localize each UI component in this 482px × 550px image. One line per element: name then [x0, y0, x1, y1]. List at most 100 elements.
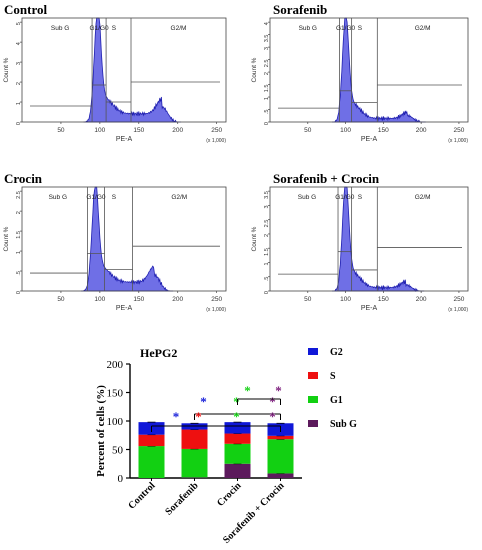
significance-star: *	[269, 409, 276, 424]
x-tick-label: 150	[133, 127, 144, 134]
x-tick-label: 50	[57, 127, 65, 134]
gate-label-g2m: G2/M	[171, 194, 187, 201]
x-multiplier-label: (x 1,000)	[448, 307, 468, 313]
y-axis-label: Count %	[3, 57, 10, 82]
hepg2-stacked-bar-chart: HePG2 0 50 100 150 200 Percent of cells (%) Con…	[95, 346, 357, 546]
gate-label-g2m: G2/M	[415, 25, 431, 32]
bar-segment-s	[181, 429, 208, 449]
x-tick-label: 100	[340, 127, 351, 134]
significance-star: *	[244, 383, 251, 398]
bar-segment-sub-g	[267, 473, 294, 478]
significance-star: *	[200, 394, 207, 409]
x-multiplier-label: (x 1,000)	[206, 138, 226, 144]
x-tick-label: 50	[304, 127, 312, 134]
gate-label-g1g0: G1/G0	[86, 194, 106, 201]
x-tick-label: 200	[416, 127, 427, 134]
histogram-sorafenib: Sub G G1/G0 S G2/M 0 .5 1 1.5 2 2.5 3 3.5 4 Count % 50…	[251, 17, 469, 144]
x-tick-label: 250	[454, 296, 465, 303]
bar-segment-g1	[224, 443, 251, 464]
significance-star: *	[233, 394, 240, 409]
x-tick-label: 150	[133, 296, 144, 303]
y-tick-label: 1.5	[16, 231, 22, 239]
gate-label-s: S	[358, 194, 363, 201]
gate-label-s: S	[358, 25, 363, 32]
y-tick-label: 2	[16, 82, 22, 85]
y-tick-label: 150	[107, 388, 124, 400]
x-axis-label: PE-A	[361, 305, 378, 312]
y-tick-label: 2.5	[16, 191, 22, 199]
x-tick-label: 100	[94, 127, 105, 134]
gate-label-s: S	[112, 25, 117, 32]
y-tick-label: 200	[107, 359, 124, 371]
plot-frame	[269, 17, 469, 123]
y-tick-label: 3	[16, 62, 22, 65]
gate-label-g2m: G2/M	[171, 25, 187, 32]
x-axis-label: PE-A	[361, 136, 378, 143]
y-tick-label: 1	[264, 97, 270, 100]
x-tick-label: 100	[340, 296, 351, 303]
chart-title: HePG2	[140, 346, 177, 360]
bar-segment-g1	[138, 446, 165, 478]
histogram-sorafenib-crocin: Sub G G1/G0 S G2/M 0 .5 1 1.5 2 2.5 3 3.5 Count % 50 1…	[251, 186, 469, 313]
bar-segment-sub-g	[224, 463, 251, 478]
y-tick-label: 0	[264, 122, 270, 125]
y-tick-label: 3	[264, 205, 270, 208]
y-tick-label: 100	[107, 416, 124, 428]
legend-swatch	[308, 348, 318, 355]
histogram-curve	[331, 17, 426, 123]
x-tick-label: 250	[211, 296, 222, 303]
y-tick-label: 2	[16, 211, 22, 214]
histogram-curve	[81, 186, 174, 292]
y-tick-label: 0	[118, 473, 124, 485]
significance-star: *	[195, 409, 202, 424]
gate-label-g1g0: G1/G0	[335, 194, 355, 201]
significance-star: *	[173, 409, 180, 424]
gate-label-g2m: G2/M	[415, 194, 431, 201]
x-tick-label: 50	[57, 296, 65, 303]
y-axis-label: Percent of cells (%)	[95, 385, 107, 477]
x-tick-label: 100	[94, 296, 105, 303]
bar-segment-s	[267, 435, 294, 440]
legend-swatch	[308, 372, 318, 379]
y-tick-label: 4	[264, 22, 270, 25]
histogram-curve	[331, 186, 425, 293]
bar-segment-g2	[224, 422, 251, 434]
y-tick-label: 2.5	[264, 60, 270, 68]
y-axis-label: Count %	[251, 226, 258, 251]
plot-frame	[21, 186, 227, 292]
x-tick-label: Control	[126, 480, 157, 511]
legend-label: G2	[330, 347, 343, 358]
gate-label-g1g0: G1/G0	[90, 25, 110, 32]
x-tick-label: Crocin	[215, 480, 244, 509]
x-axis-label: PE-A	[116, 305, 133, 312]
x-multiplier-label: (x 1,000)	[448, 138, 468, 144]
y-tick-label: 2.5	[264, 220, 270, 228]
x-tick-label: 50	[304, 296, 312, 303]
y-tick-label: 50	[112, 445, 124, 457]
y-tick-label: 1.5	[264, 248, 270, 256]
y-tick-label: .5	[264, 110, 270, 115]
y-tick-label: 3.5	[264, 35, 270, 43]
histogram-title-control: Control	[4, 2, 48, 17]
histogram-crocin: Sub G G1/G0 S G2/M 0 .5 1 1.5 2 2.5 Count % 50 100 15…	[3, 186, 227, 313]
bar-segment-s	[138, 434, 165, 447]
y-tick-label: .5	[16, 271, 22, 276]
y-tick-label: 2	[264, 234, 270, 237]
x-tick-label: 250	[454, 127, 465, 134]
legend-swatch	[308, 420, 318, 427]
significance-star: *	[275, 383, 282, 398]
significance-star: *	[233, 409, 240, 424]
x-tick-label: 250	[211, 127, 222, 134]
histogram-title-sorafenib: Sorafenib	[273, 2, 328, 17]
x-tick-label: 200	[172, 296, 183, 303]
x-axis-label: PE-A	[116, 136, 133, 143]
y-axis-label: Count %	[3, 226, 10, 251]
gate-label-subg: Sub G	[51, 25, 69, 32]
y-tick-label: 4	[16, 42, 22, 45]
x-tick-label: 150	[378, 127, 389, 134]
histogram-title-sorafenib-crocin: Sorafenib + Crocin	[273, 171, 380, 186]
y-tick-label: 1	[16, 251, 22, 254]
y-tick-label: 1	[264, 262, 270, 265]
y-tick-label: 0	[16, 291, 22, 294]
legend-label: G1	[330, 395, 343, 406]
